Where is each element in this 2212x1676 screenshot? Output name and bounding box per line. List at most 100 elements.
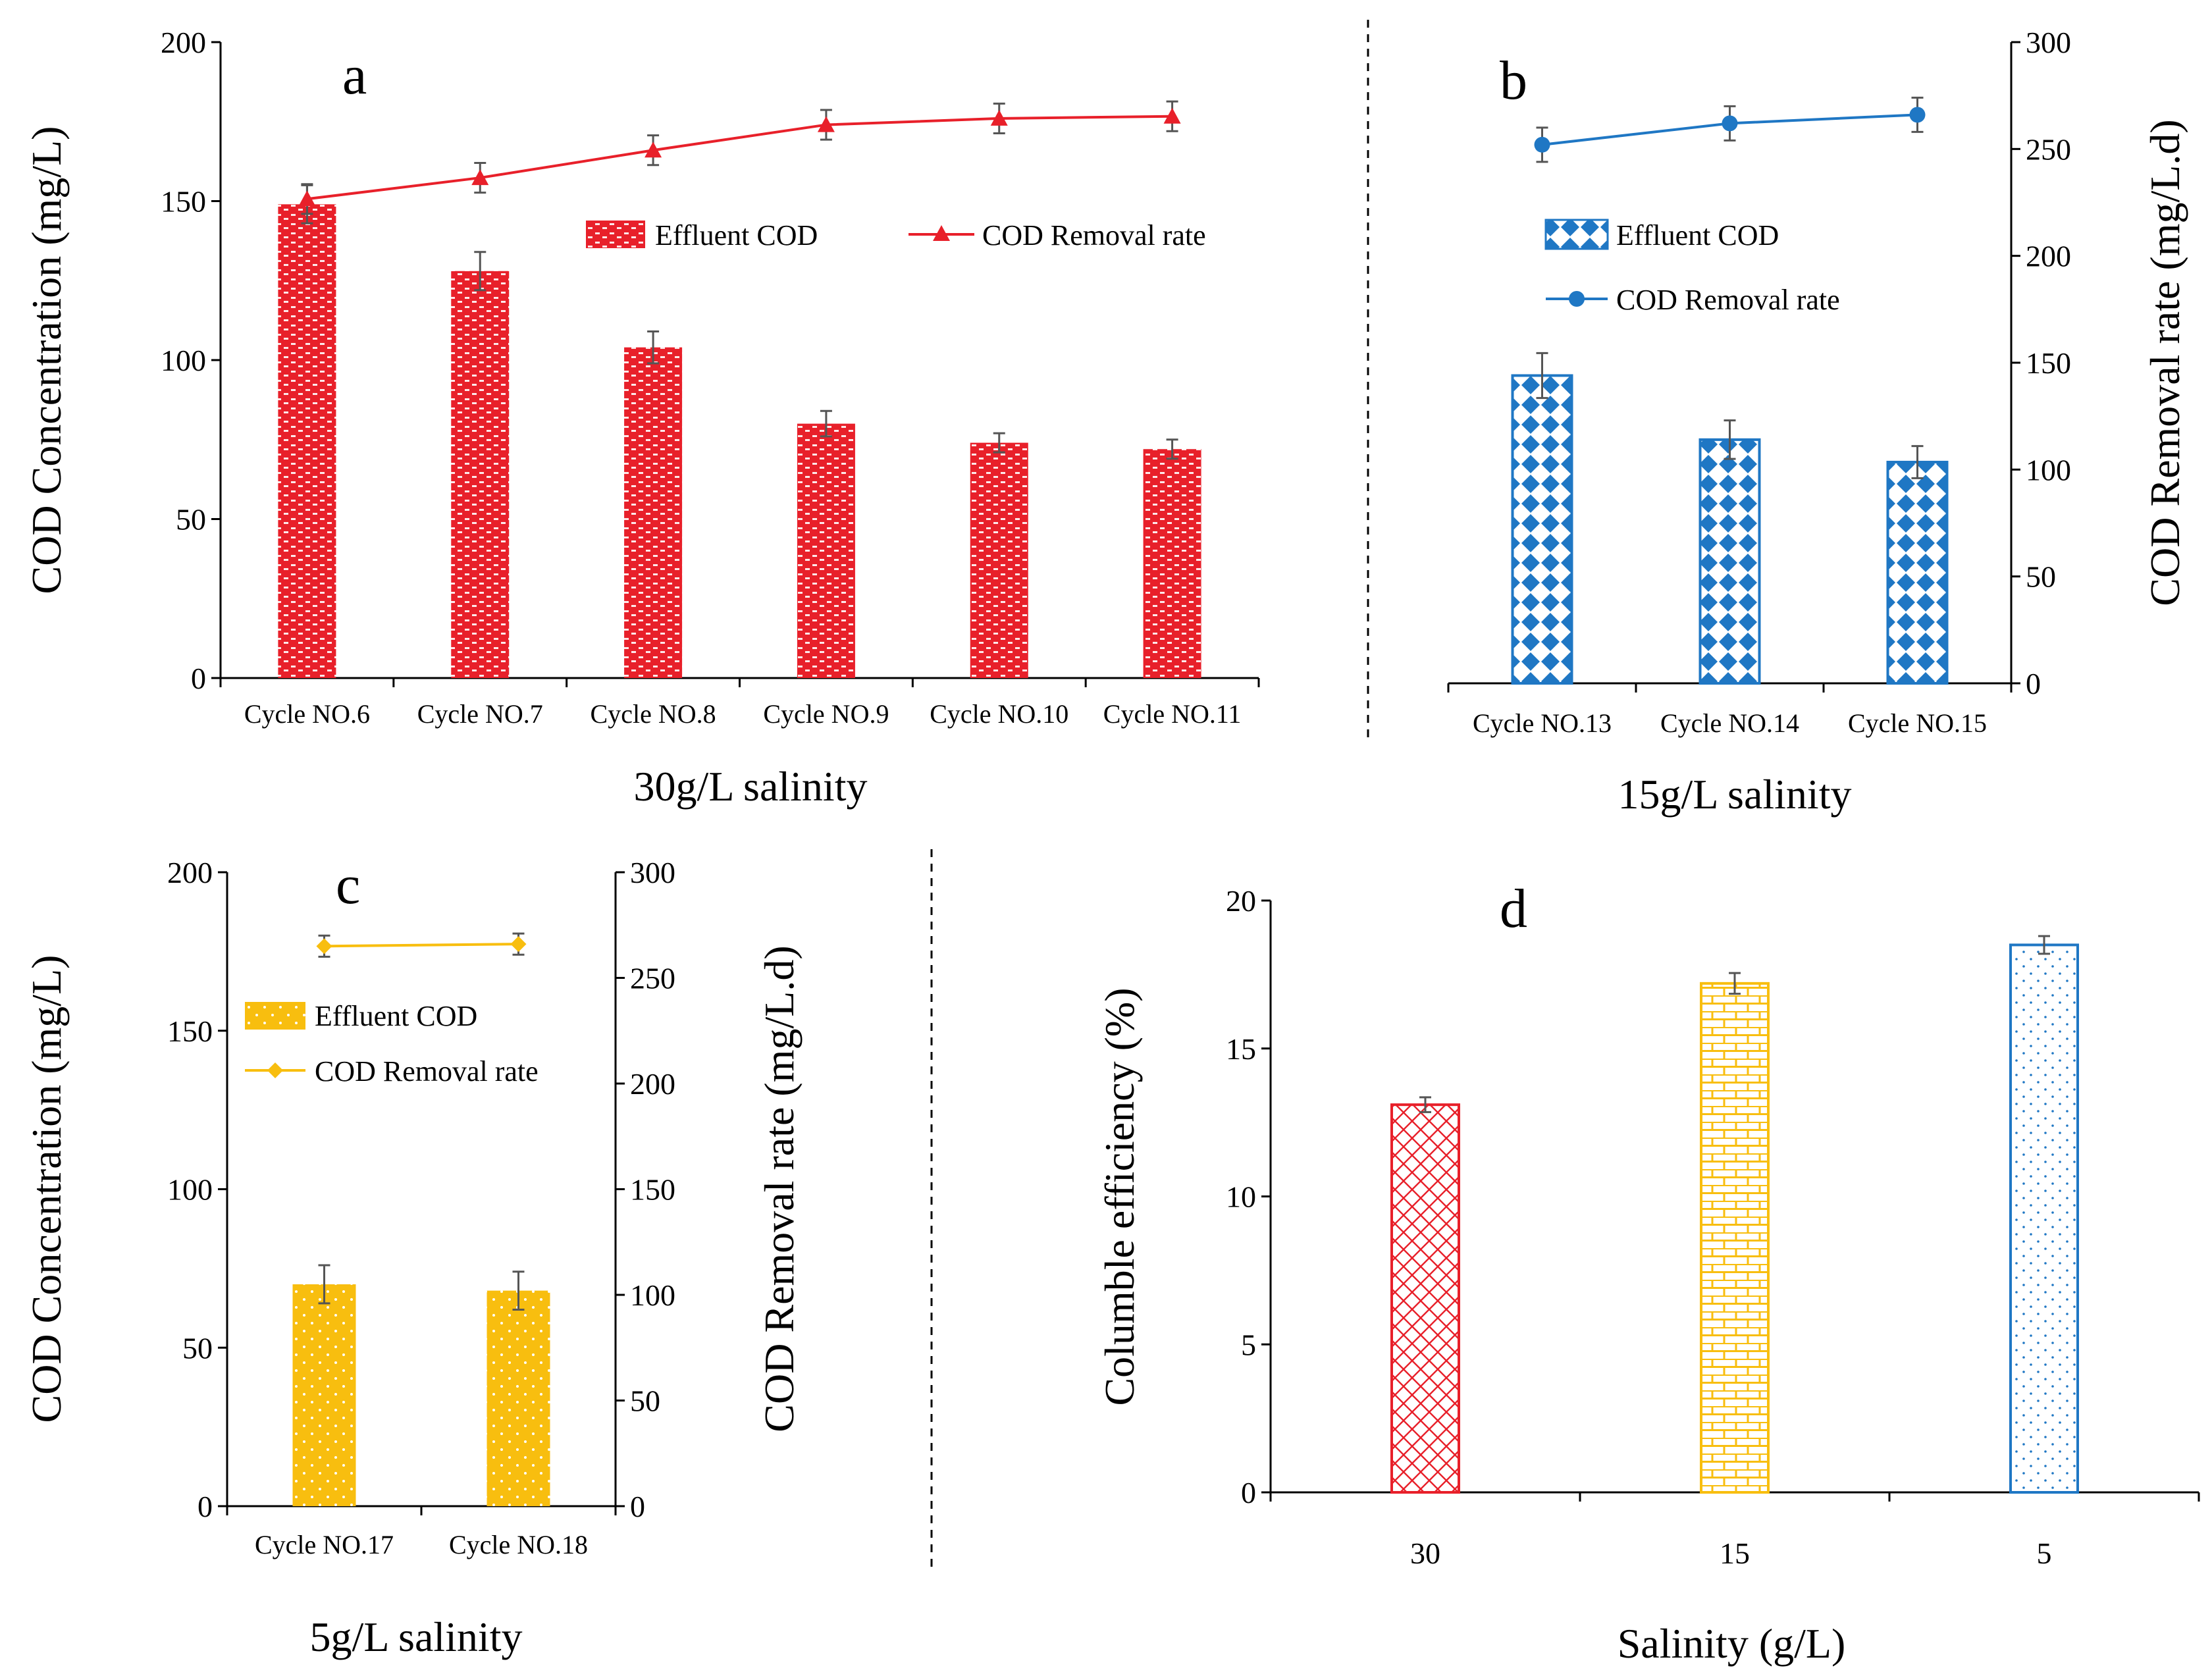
x-tick-label: Cycle NO.7: [417, 699, 543, 729]
y-tick-label: 200: [161, 26, 206, 59]
y2-tick-label: 50: [630, 1384, 660, 1418]
panel-c: c 0 50 100 150 200 0 50 100 150 200 250 300 Cycle …: [23, 854, 803, 1660]
line-marker: [1722, 115, 1738, 132]
y-tick-label: 20: [1226, 884, 1256, 918]
panel-b-legend-bar-swatch: [1544, 219, 1609, 250]
panel-c-legend-marker: [267, 1062, 283, 1078]
panel-a-line: [298, 100, 1181, 215]
panel-a-legend-bar-label: Effluent COD: [655, 219, 818, 251]
x-tick-label: Cycle NO.13: [1473, 708, 1612, 738]
bar: [1700, 982, 1770, 1494]
panel-d-y-title: Columble efficiency (%): [1096, 987, 1143, 1405]
y-tick-label: 10: [1226, 1180, 1256, 1214]
panel-b-legend-line-label: COD Removal rate: [1616, 284, 1840, 316]
panel-a-label: a: [342, 45, 367, 106]
x-tick-label: 15: [1720, 1536, 1750, 1570]
panel-c-x-ticks: Cycle NO.17 Cycle NO.18: [226, 1506, 617, 1559]
y2-tick-label: 200: [630, 1067, 675, 1101]
y-tick-label: 0: [1241, 1476, 1256, 1509]
panel-c-bars: [292, 1264, 550, 1506]
y-tick-label: 0: [198, 1490, 213, 1523]
panel-c-y-ticks: 0 50 100 150 200: [167, 856, 227, 1523]
panel-b-y2-ticks: 0 50 100 150 200 250 300: [2011, 26, 2071, 700]
panel-c-line: [316, 932, 527, 958]
x-tick-label: Cycle NO.17: [255, 1530, 394, 1559]
line-marker: [510, 936, 527, 953]
y-tick-label: 200: [167, 856, 213, 889]
bar: [278, 204, 336, 679]
panel-c-y2-title: COD Removal rate (mg/L.d): [756, 945, 803, 1432]
bar: [624, 347, 683, 678]
panel-a-bars: [278, 184, 1201, 679]
bar: [1143, 449, 1201, 678]
panel-c-x-title: 5g/L salinity: [310, 1613, 523, 1660]
panel-d-x-ticks: 30 15 5: [1269, 1492, 2200, 1570]
line-marker: [645, 142, 662, 158]
panel-c-y-title: COD Concentration (mg/L): [23, 955, 70, 1423]
line-marker: [990, 109, 1008, 126]
y-tick-label: 50: [176, 503, 206, 537]
line-marker: [1163, 107, 1181, 124]
panel-c-legend-line-label: COD Removal rate: [315, 1055, 539, 1087]
series-line: [324, 943, 519, 948]
panel-b-legend-marker: [1569, 291, 1585, 307]
panel-c-legend-bar-label: Effluent COD: [315, 1000, 477, 1032]
x-tick-label: Cycle NO.14: [1660, 708, 1799, 738]
y-tick-label: 150: [161, 185, 206, 219]
x-tick-label: Cycle NO.9: [763, 699, 889, 729]
panel-a-legend-bar-swatch: [586, 221, 645, 248]
bar: [797, 423, 855, 678]
x-tick-label: Cycle NO.10: [930, 699, 1068, 729]
panel-d-y-ticks: 0 5 10 15 20: [1226, 884, 1271, 1509]
panel-b-label: b: [1500, 50, 1527, 111]
y2-tick-label: 200: [2026, 240, 2071, 273]
y-tick-label: 5: [1241, 1328, 1256, 1361]
y2-tick-label: 0: [2026, 667, 2041, 700]
bar: [2009, 943, 2079, 1494]
y-tick-label: 100: [161, 344, 206, 377]
panel-c-y2-ticks: 0 50 100 150 200 250 300: [616, 856, 675, 1523]
panel-a-legend-marker: [933, 225, 950, 241]
line-marker: [298, 190, 316, 207]
bar: [487, 1290, 550, 1506]
bar: [451, 271, 510, 678]
panel-c-label: c: [336, 854, 360, 916]
bar: [1390, 1103, 1460, 1494]
line-marker: [1534, 136, 1550, 153]
panel-b-bars: [1511, 352, 1949, 685]
panel-b-legend-bar-label: Effluent COD: [1616, 219, 1779, 251]
panel-b-line: [1534, 96, 1926, 163]
bar: [1511, 374, 1573, 685]
panel-b-legend: Effluent COD COD Removal rate: [1544, 219, 1840, 316]
panel-a-y-ticks: 0 50 100 150 200: [161, 26, 221, 695]
panel-b-x-ticks: Cycle NO.13 Cycle NO.14 Cycle NO.15: [1447, 683, 2013, 738]
panel-a-x-ticks: Cycle NO.6 Cycle NO.7 Cycle NO.8 Cycle NO.9…: [219, 678, 1260, 729]
y-tick-label: 150: [167, 1014, 213, 1048]
line-marker: [316, 938, 332, 955]
y2-tick-label: 250: [2026, 132, 2071, 166]
bar: [292, 1284, 356, 1506]
panel-a-x-title: 30g/L salinity: [634, 763, 868, 810]
line-marker: [1909, 107, 1926, 123]
y2-tick-label: 250: [630, 962, 675, 995]
series-line: [307, 115, 1172, 201]
x-tick-label: 5: [2037, 1536, 2052, 1570]
panel-c-legend-bar-swatch: [245, 1002, 305, 1030]
panel-a-legend: Effluent COD COD Removal rate: [586, 219, 1206, 251]
panel-c-legend: Effluent COD COD Removal rate: [245, 1000, 539, 1087]
y2-tick-label: 50: [2026, 560, 2056, 594]
bar: [1698, 438, 1761, 685]
y2-tick-label: 150: [630, 1173, 675, 1207]
y-tick-label: 100: [167, 1173, 213, 1207]
panel-a-y-title: COD Concentration (mg/L): [23, 126, 70, 594]
panel-d-bars: [1390, 935, 2079, 1494]
y-tick-label: 50: [182, 1331, 213, 1365]
y2-tick-label: 150: [2026, 346, 2071, 380]
x-tick-label: 30: [1410, 1536, 1440, 1570]
bar: [1886, 460, 1949, 685]
panel-b-x-title: 15g/L salinity: [1618, 771, 1852, 818]
y2-tick-label: 300: [2026, 26, 2071, 59]
x-tick-label: Cycle NO.18: [449, 1530, 588, 1559]
